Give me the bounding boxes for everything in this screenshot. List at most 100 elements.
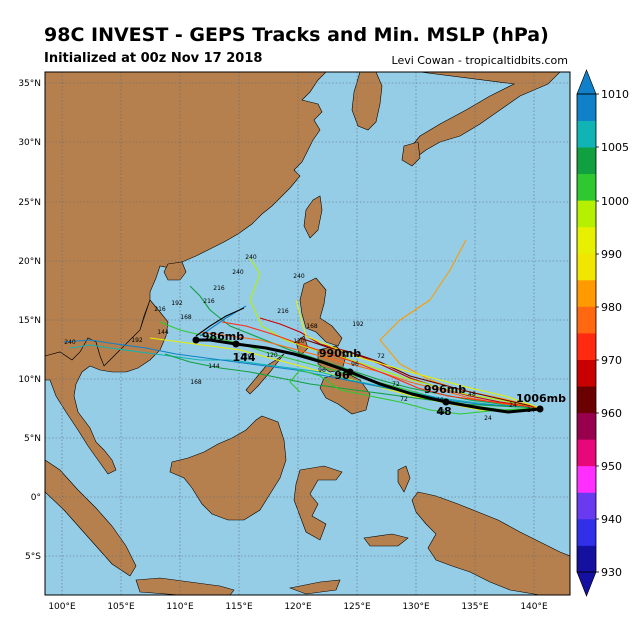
colorbar-bottom-arrow [576,571,597,597]
hour-label: 216 [154,306,166,313]
land-indochina [45,299,169,475]
latitude-label: 20°N [18,257,41,267]
hour-label: 168 [190,379,202,386]
colorbar-segment [577,226,596,254]
land-halmahera [397,465,411,493]
latitude-tick-labels: 35°N 30°N 25°N 20°N 15°N 10°N 5°N 0° 5°S [18,79,41,562]
hour-label: 240 [245,254,257,261]
member-track [249,257,541,409]
colorbar-segment [577,545,596,573]
latitude-label: 0° [31,493,41,503]
hour-label: 144 [157,329,169,336]
land-seram [363,533,409,547]
latitude-label: 10°N [18,375,41,385]
colorbar-segment [577,306,596,334]
mean-point [536,405,544,413]
pressure-colorbar: 1010 1005 1000 990 980 970 960 950 940 930 [576,69,629,597]
hour-label: 48 [468,391,476,398]
hour-label: 216 [277,308,289,315]
colorbar-tick-label: 1010 [601,88,629,101]
colorbar-segment [577,465,596,493]
pressure-annotation: 996mb [424,383,466,396]
hour-label: 240 [64,339,76,346]
land-java [135,577,235,595]
colorbar-tick-label: 1000 [601,195,629,208]
landmasses [45,72,570,595]
mean-point [442,398,450,406]
mean-point [232,340,240,348]
land-borneo [169,415,287,521]
longitude-label: 100°E [48,602,76,612]
land-luzon [299,277,343,347]
ensemble-mean-track [192,336,544,414]
colorbar-segment [577,120,596,148]
colorbar-segment [577,359,596,387]
mean-point [192,336,200,344]
hour-label: 48 [437,409,445,416]
longitude-label: 120°E [284,602,312,612]
hour-label: 192 [352,321,364,328]
lat-lon-grid [45,72,570,595]
pressure-annotation: 1006mb [516,392,566,405]
longitude-label: 130°E [402,602,430,612]
hour-label: 96 [318,367,326,374]
colorbar-segment [577,279,596,307]
map-frame [44,71,571,596]
longitude-label: 140°E [520,602,548,612]
land-sumatra [45,459,137,577]
hour-label: 72 [392,381,400,388]
colorbar-tick-label: 930 [601,566,622,579]
colorbar-segment [577,253,596,281]
chart-title: 98C INVEST - GEPS Tracks and Min. MSLP (… [44,24,549,46]
hour-label: 240 [293,273,305,280]
colorbar-top-arrow [576,69,597,95]
member-track [63,339,541,409]
land-timor [288,579,341,595]
latitude-label: 15°N [18,316,41,326]
land-kyushu [401,141,421,167]
colorbar-segment [577,412,596,440]
colorbar-tick-label: 940 [601,513,622,526]
member-track [149,337,541,413]
colorbar-tick-label: 1005 [601,141,629,154]
longitude-label: 135°E [461,602,489,612]
hour-label: 96 [351,361,359,368]
hour-label: 192 [171,300,183,307]
colorbar-segment [577,492,596,520]
colorbar-tick-label: 990 [601,248,622,261]
latitude-label: 35°N [18,79,41,89]
hour-label: 72 [400,396,408,403]
pressure-annotation: 144 [233,351,256,364]
member-track [199,331,541,409]
land-japan [409,72,561,157]
member-track [69,344,541,409]
colorbar-segment [577,147,596,175]
pressure-annotation: 990mb [319,347,361,360]
hour-label: 24 [509,402,517,409]
colorbar-segment [577,333,596,360]
hour-label: 240 [232,269,244,276]
mean-point [346,368,354,376]
colorbar-tick-label: 980 [601,301,622,314]
longitude-label: 110°E [166,602,194,612]
longitude-label: 105°E [107,602,135,612]
land-korea [351,72,383,131]
member-track [221,321,541,409]
member-track [289,369,541,415]
hour-label: 216 [203,298,215,305]
latitude-label: 30°N [18,138,41,148]
member-track [189,285,541,409]
colorbar-segment [577,386,596,414]
pressure-annotation: 48 [436,405,451,418]
colorbar-tick-label: 950 [601,460,622,473]
longitude-tick-labels: 100°E 105°E 110°E 115°E 120°E 125°E 130°E 135°E… [48,602,548,612]
colorbar-segment [577,518,596,546]
latitude-label: 5°S [25,552,41,562]
chart-subtitle: Initialized at 00z Nov 17 2018 [44,51,263,66]
hour-label: 24 [484,415,492,422]
colorbar-segment [577,94,596,121]
hour-label: 168 [180,314,192,321]
member-track [195,307,245,337]
